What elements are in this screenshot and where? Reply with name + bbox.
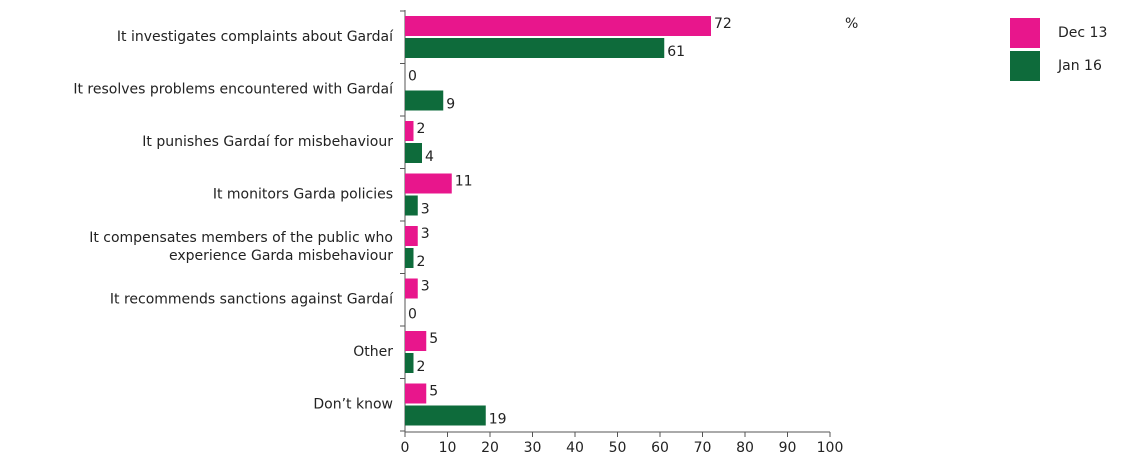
x-tick-label: 0 <box>401 440 410 456</box>
legend-swatch <box>1010 18 1040 48</box>
category-label: It recommends sanctions against Gardaí <box>110 292 394 308</box>
x-tick-label: 50 <box>609 440 627 456</box>
value-label: 5 <box>429 384 438 400</box>
category-label: It resolves problems encountered with Ga… <box>73 82 394 98</box>
bar <box>405 143 422 163</box>
legend-label: Jan 16 <box>1057 58 1102 74</box>
x-tick-label: 10 <box>439 440 457 456</box>
value-label: 3 <box>421 279 430 295</box>
value-label: 2 <box>417 359 426 375</box>
bar <box>405 248 414 268</box>
value-label: 5 <box>429 331 438 347</box>
x-tick-label: 60 <box>651 440 669 456</box>
x-tick-label: 20 <box>481 440 499 456</box>
bar <box>405 226 418 246</box>
value-label: 9 <box>446 97 455 113</box>
bar <box>405 383 427 404</box>
x-tick-label: 70 <box>694 440 712 456</box>
bar <box>405 173 452 194</box>
bar <box>405 16 711 36</box>
bar <box>405 405 486 426</box>
value-label: 72 <box>714 16 732 32</box>
bar <box>405 278 418 299</box>
bar <box>405 331 427 351</box>
legend-label: Dec 13 <box>1058 25 1107 41</box>
bar <box>405 195 418 216</box>
category-label: Other <box>353 344 393 360</box>
x-tick-label: 90 <box>779 440 797 456</box>
x-tick-label: 80 <box>736 440 754 456</box>
value-label: 19 <box>489 412 507 428</box>
value-label: 0 <box>408 69 417 85</box>
value-label: 61 <box>667 44 685 60</box>
bar <box>405 121 414 141</box>
value-label: 3 <box>421 202 430 218</box>
x-tick-label: 100 <box>817 440 844 456</box>
x-tick-label: 40 <box>566 440 584 456</box>
legend-swatch <box>1010 51 1040 81</box>
value-label: 0 <box>408 307 417 323</box>
value-label: 3 <box>421 226 430 242</box>
category-label: It monitors Garda policies <box>213 187 393 203</box>
bar <box>405 38 665 58</box>
bar <box>405 90 444 111</box>
category-label: It punishes Gardaí for misbehaviour <box>142 134 393 150</box>
bar <box>405 353 414 373</box>
value-label: 11 <box>455 174 473 190</box>
category-label: It investigates complaints about Gardaí <box>117 29 394 45</box>
value-label: 4 <box>425 149 434 165</box>
x-tick-label: 30 <box>524 440 542 456</box>
value-label: 2 <box>417 121 426 137</box>
category-label: It compensates members of the public who… <box>89 230 393 264</box>
unit-annotation: % <box>845 16 858 32</box>
category-label: Don’t know <box>313 397 393 413</box>
value-label: 2 <box>417 254 426 270</box>
